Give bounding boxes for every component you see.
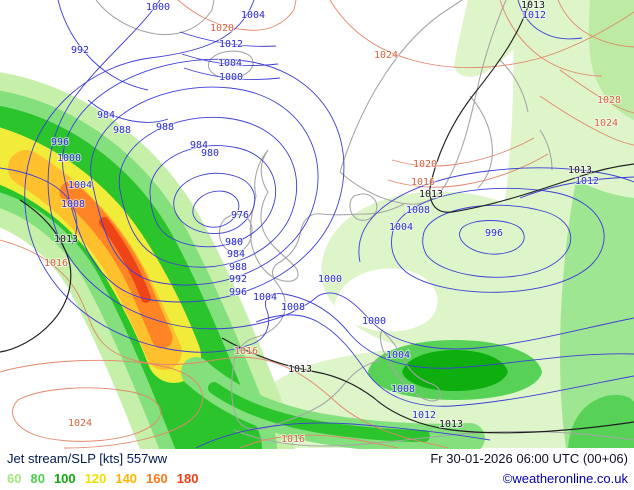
copyright: ©weatheronline.co.uk [502,471,628,486]
isobar-label-1004: 1004 [241,10,265,21]
isobar-label-1013: 1013 [439,419,463,430]
isobar-label-1024: 1024 [374,50,398,61]
jet-scale-180: 180 [176,471,199,486]
isobar-label-1008: 1008 [406,205,430,216]
coast-iceland [208,50,254,79]
isobar-label-1004: 1004 [389,222,413,233]
isobar-label-1004: 1004 [253,292,277,303]
isobar-label-1024: 1024 [594,118,618,129]
isobar-label-1012: 1012 [219,39,243,50]
valid-datetime: Fr 30-01-2026 06:00 UTC (00+06) [430,451,628,466]
jet-scale-120: 120 [84,471,107,486]
isobar-label-1000: 1000 [57,153,81,164]
isobar-label-1013: 1013 [419,189,443,200]
jet-scale-100: 100 [53,471,76,486]
isobar-label-996: 996 [51,137,69,148]
isobar-label-984: 984 [190,140,208,151]
footer-row-2: 60 80 100 120 140 160 180 ©weatheronline.co.uk [7,470,628,489]
coast-ireland [218,213,253,253]
isobar-label-996: 996 [229,287,247,298]
isobar-label-980: 980 [201,148,219,159]
isobar-label-1013: 1013 [521,0,545,11]
isobar-label-1000: 1000 [219,72,243,83]
footer-row-1: Jet stream/SLP [kts] 557ww Fr 30-01-2026… [7,451,628,470]
jet-scale-160: 160 [146,471,168,486]
isobar-label-1013: 1013 [288,364,312,375]
isobar-label-1008: 1008 [391,384,415,395]
isobar-label-1020: 1020 [413,159,437,170]
isobar-label-1008: 1008 [281,302,305,313]
jet-scale-140: 140 [115,471,138,486]
isobar-label-1020: 1020 [210,23,234,34]
jet-shading-layer [0,0,634,449]
isobar-label-1024: 1024 [68,418,92,429]
coast-scandinavia [339,0,507,205]
jet-scale-60: 60 [7,471,22,486]
coast-west-europe [231,203,405,431]
isobar-label-1000: 1000 [146,2,170,13]
isobar-label-988: 988 [156,122,174,133]
isobar-label-992: 992 [71,45,89,56]
coast-baltic [499,59,553,171]
isobar-label-1008: 1008 [61,199,85,210]
isobar-label-1000: 1000 [362,316,386,327]
isobar-label-1004: 1004 [386,350,410,361]
isobar-label-996: 996 [485,228,503,239]
isobar-label-1028: 1028 [597,95,621,106]
isobar-label-1000: 1000 [318,274,342,285]
chart-title: Jet stream/SLP [kts] 557ww [7,451,168,466]
isobar-label-980: 980 [225,237,243,248]
footer: Jet stream/SLP [kts] 557ww Fr 30-01-2026… [0,449,634,490]
isobar-label-1013: 1013 [568,165,592,176]
coast-greenland [95,0,215,36]
isobar-label-984: 984 [227,249,245,260]
isobar-label-1016: 1016 [234,346,258,357]
isobar-label-976: 976 [231,210,249,221]
isobars-low-layer [0,0,634,449]
isobar-label-1012: 1012 [575,176,599,187]
isobar-label-988: 988 [113,125,131,136]
isobar-label-1013: 1013 [54,234,78,245]
isobar-1013-layer [0,0,634,434]
jet-scale-80: 80 [30,471,45,486]
isobar-label-1012: 1012 [522,10,546,21]
isobar-label-988: 988 [229,262,247,273]
isobar-label-1004: 1004 [68,180,92,191]
isobar-label-1016: 1016 [411,177,435,188]
isobar-label-992: 992 [229,274,247,285]
isobar-label-984: 984 [97,110,115,121]
coast-denmark [349,193,378,221]
jet-scale-legend: 60 80 100 120 140 160 180 [7,470,207,488]
isobar-label-1016: 1016 [281,434,305,445]
isobar-label-1012: 1012 [412,410,436,421]
isobar-label-1016: 1016 [44,258,68,269]
isobar-label-1004: 1004 [218,58,242,69]
